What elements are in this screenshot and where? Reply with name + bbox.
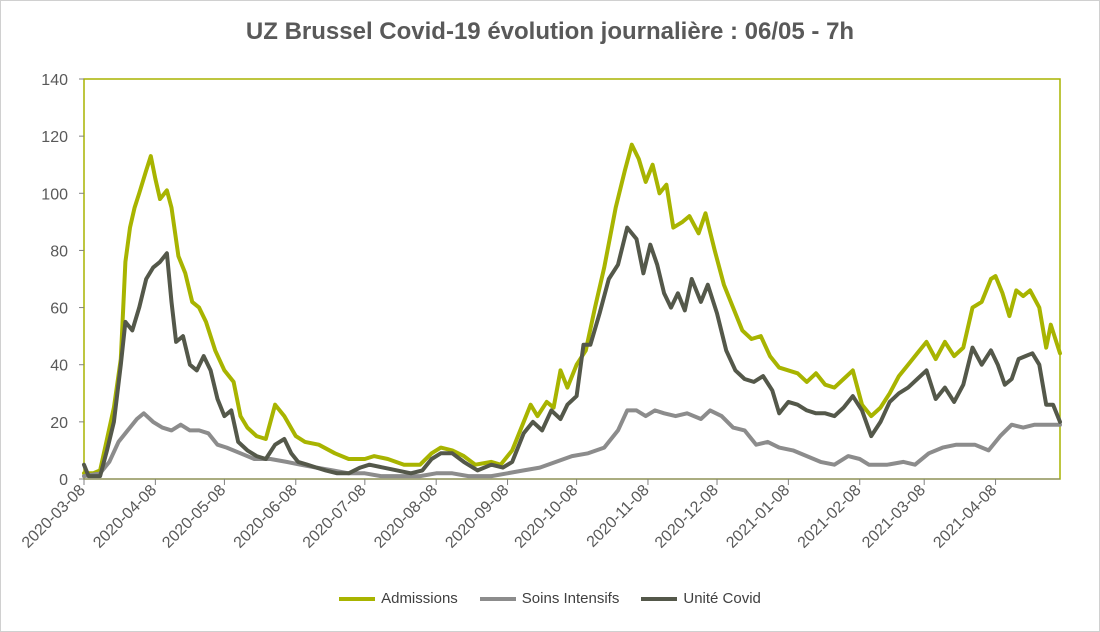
legend-swatch [479,596,516,601]
x-tick-label: 2020-04-08 [90,482,160,552]
y-tick-label: 140 [41,72,68,89]
x-tick-label: 2020-05-08 [159,482,229,552]
chart-legend: Admissions Soins Intensifs Unité Covid [0,590,1100,607]
x-tick-label: 2020-11-08 [584,482,653,551]
y-tick-label: 60 [50,301,68,318]
x-tick-label: 2020-03-08 [19,482,89,552]
y-tick-label: 20 [50,415,68,432]
series-line-1 [82,408,1062,479]
x-tick-label: 2021-01-08 [723,482,793,552]
y-tick-label: 0 [59,472,68,489]
y-tick-label: 100 [41,186,68,203]
x-tick-label: 2021-02-08 [795,482,865,552]
legend-label: Soins Intensifs [521,590,620,607]
x-tick-label: 2021-04-08 [930,482,1000,552]
legend-label: Unité Covid [683,590,761,607]
legend-item: Admissions [339,590,458,607]
x-tick-label: 2020-06-08 [231,482,301,552]
y-tick-label: 80 [50,243,68,260]
series-line-0 [82,142,1062,476]
x-tick-label: 2021-03-08 [859,482,929,552]
legend-item: Unité Covid [641,590,761,607]
plot-area-border [83,78,1061,480]
x-tick-label: 2020-12-08 [652,482,722,552]
y-tick-label: 120 [41,129,68,146]
legend-label: Admissions [381,590,458,607]
chart-title: UZ Brussel Covid-19 évolution journalièr… [245,18,855,45]
x-tick-label: 2020-07-08 [300,482,370,552]
x-tick-label: 2020-09-08 [442,482,512,552]
legend-swatch [339,596,376,601]
legend-item: Soins Intensifs [479,590,620,607]
x-tick-label: 2020-10-08 [512,482,582,552]
legend-swatch [641,596,678,601]
y-tick-label: 40 [50,358,68,375]
series-line-2 [82,225,1062,479]
x-tick-label: 2020-08-08 [371,482,441,552]
